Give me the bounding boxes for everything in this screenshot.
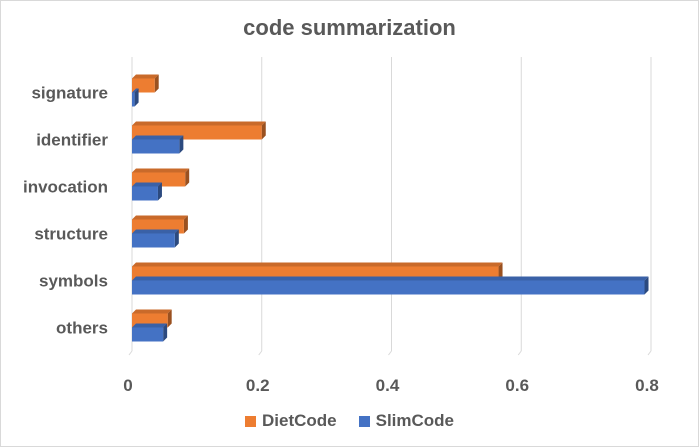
bar-slimcode-symbols — [132, 276, 649, 295]
legend-item-slimcode: SlimCode — [358, 411, 455, 431]
category-label: identifier — [36, 131, 108, 150]
bar-side — [154, 74, 159, 93]
bar-top — [132, 323, 168, 328]
bar-slimcode-signature — [132, 88, 139, 107]
bar-top — [132, 74, 159, 79]
gridline-floor — [517, 350, 522, 356]
bar-slimcode-invocation — [132, 182, 162, 201]
bar-side — [163, 323, 168, 342]
bar-slimcode-others — [132, 323, 168, 342]
legend: DietCode SlimCode — [1, 411, 698, 431]
x-tick-label: 0.4 — [376, 376, 400, 395]
bar-top — [132, 88, 139, 93]
bar-front — [132, 327, 164, 342]
gridline-floor — [388, 350, 392, 356]
x-tick-label: 0.2 — [246, 376, 270, 395]
bar-top — [132, 215, 188, 220]
bar-top — [132, 262, 503, 267]
bar-front — [132, 139, 180, 154]
bars — [132, 74, 649, 342]
bar-slimcode-structure — [132, 229, 179, 248]
bar-top — [132, 276, 649, 281]
gridline-floor — [647, 350, 652, 356]
legend-label-dietcode: DietCode — [261, 411, 337, 430]
gridlines — [128, 57, 652, 356]
gridline-floor — [258, 350, 263, 356]
x-tick-label: 0.8 — [635, 376, 659, 395]
bar-side — [134, 88, 139, 107]
category-labels: signature identifier invocation structure sy… — [23, 84, 108, 338]
bar-top — [132, 121, 266, 126]
bar-front — [132, 186, 158, 201]
bar-top — [132, 182, 162, 187]
bar-top — [132, 135, 184, 140]
x-tick-label: 0.6 — [505, 376, 529, 395]
bar-top — [132, 168, 190, 173]
bar-side — [644, 276, 649, 295]
bar-front — [132, 280, 645, 295]
tick-labels: 0 0.2 0.4 0.6 0.8 — [123, 376, 659, 395]
bar-side — [179, 135, 184, 154]
category-label: symbols — [39, 272, 108, 291]
chart-title: code summarization — [243, 15, 456, 40]
bar-side — [183, 215, 188, 234]
category-label: others — [56, 319, 108, 338]
category-label: invocation — [23, 178, 108, 197]
bar-side — [185, 168, 190, 187]
bar-top — [132, 229, 179, 234]
legend-swatch-dietcode — [244, 415, 256, 427]
category-label: signature — [31, 84, 108, 103]
bar-slimcode-identifier — [132, 135, 184, 154]
bar-side — [498, 262, 503, 281]
legend-item-dietcode: DietCode — [244, 411, 337, 431]
bar-front — [132, 233, 175, 248]
bar-top — [132, 309, 172, 314]
x-tick-label: 0 — [123, 376, 132, 395]
legend-swatch-slimcode — [358, 415, 370, 427]
bar-side — [174, 229, 179, 248]
legend-label-slimcode: SlimCode — [375, 411, 455, 430]
bar-side — [261, 121, 266, 140]
gridline-floor — [128, 350, 133, 356]
bar-side — [167, 309, 172, 328]
bar-side — [157, 182, 162, 201]
category-label: structure — [34, 225, 108, 244]
bar-front — [132, 92, 135, 107]
